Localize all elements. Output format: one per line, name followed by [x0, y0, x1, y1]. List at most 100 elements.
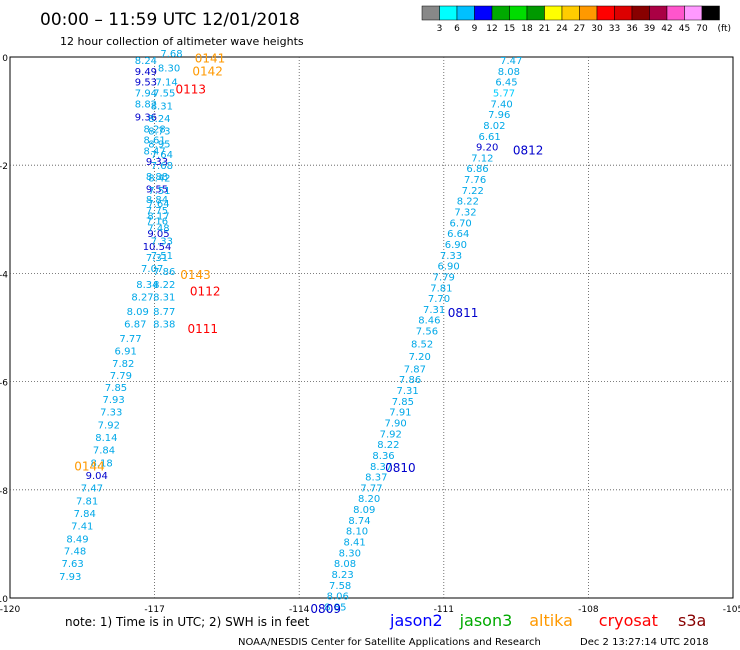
- pass-time-label: 0113: [175, 82, 206, 96]
- mission-label: s3a: [678, 611, 706, 630]
- wave-height-value: 7.22: [462, 186, 484, 197]
- wave-height-value: 7.16: [146, 217, 168, 228]
- pass-time-label: 0144: [74, 460, 105, 474]
- wave-height-value: 8.20: [358, 494, 380, 505]
- wave-height-value: 8.36: [372, 451, 394, 462]
- wave-height-value: 8.61: [143, 136, 165, 147]
- wave-height-value: 8.49: [66, 534, 88, 545]
- wave-height-value: 7.12: [471, 153, 493, 164]
- x-tick-label: -120: [0, 605, 20, 615]
- wave-height-value: 9.36: [135, 112, 157, 123]
- wave-height-value: 8.73: [148, 126, 170, 137]
- legend-swatch: [684, 5, 703, 21]
- wave-height-value: 8.37: [365, 473, 387, 484]
- wave-height-value: 8.38: [153, 320, 175, 331]
- wave-height-value: 7.55: [153, 88, 175, 99]
- legend-label: 39: [644, 24, 656, 34]
- legend-label: 70: [696, 24, 708, 34]
- wave-height-value: 8.95: [148, 139, 170, 150]
- legend-swatch: [439, 5, 458, 21]
- x-tick-label: -105: [723, 605, 740, 615]
- wave-height-value: 7.94: [135, 88, 157, 99]
- mission-label: altika: [529, 611, 573, 630]
- pass-time-label: 0810: [385, 461, 416, 475]
- wave-height-value: 8.52: [411, 340, 433, 351]
- footer-note: note: 1) Time is in UTC; 2) SWH is in fe…: [65, 615, 310, 629]
- wave-height-value: 7.47: [81, 483, 103, 494]
- wave-height-value: 8.24: [135, 56, 157, 67]
- map-subtitle: 12 hour collection of altimeter wave hei…: [60, 35, 304, 48]
- wave-height-value: 9.20: [476, 143, 498, 154]
- mission-label: jason3: [459, 611, 513, 630]
- wave-height-value: 6.86: [466, 164, 488, 175]
- wave-height-value: 9.55: [146, 184, 168, 195]
- wave-height-value: 8.77: [153, 307, 175, 318]
- y-tick-label: -6: [0, 379, 8, 389]
- wave-height-value: 8.37: [370, 462, 392, 473]
- mission-label: cryosat: [599, 611, 658, 630]
- wave-height-value: 6.70: [450, 218, 472, 229]
- map-title: 00:00 – 11:59 UTC 12/01/2018: [40, 10, 300, 30]
- y-tick-label: -4: [0, 270, 8, 280]
- wave-height-value: 7.51: [148, 186, 170, 197]
- wave-height-value: 8.22: [153, 280, 175, 291]
- legend-swatch: [614, 5, 633, 21]
- mission-legend: jason2 jason3 altika cryosat s3a: [389, 611, 706, 630]
- wave-height-value: 7.92: [98, 421, 120, 432]
- wave-height-value: 7.92: [380, 429, 402, 440]
- wave-height-value: 8.31: [151, 101, 173, 112]
- wave-height-value: 7.82: [112, 359, 134, 370]
- pass-time-label: 0143: [180, 268, 211, 282]
- legend-swatch: [649, 5, 668, 21]
- legend-label: 30: [591, 24, 603, 34]
- wave-height-value: 7.31: [423, 305, 445, 316]
- wave-height-value: 7.32: [454, 208, 476, 219]
- wave-height-value: 9.04: [86, 471, 108, 482]
- wave-height-value: 8.31: [153, 292, 175, 303]
- pass-time-label: 0811: [448, 306, 479, 320]
- wave-height-value: 8.41: [343, 538, 365, 549]
- wave-height-value: 8.10: [346, 527, 368, 538]
- wave-height-value: 8.22: [377, 440, 399, 451]
- legend-label: 36: [626, 24, 638, 34]
- wave-height-value: 7.96: [488, 110, 510, 121]
- x-tick-label: -117: [144, 605, 164, 615]
- wave-height-value: 7.48: [147, 224, 169, 235]
- wave-height-value: 7.81: [76, 496, 98, 507]
- legend-swatch: [596, 5, 615, 21]
- wave-height-value: 6.90: [437, 262, 459, 273]
- wave-height-value: 8.17: [147, 211, 169, 222]
- wave-height-value: 7.33: [440, 251, 462, 262]
- wave-height-value: 6.45: [495, 78, 517, 89]
- wave-height-value: 8.09: [127, 307, 149, 318]
- wave-height-value: 7.93: [59, 572, 81, 583]
- wave-height-value: 7.81: [430, 283, 452, 294]
- wave-height-value: 7.33: [100, 408, 122, 419]
- legend-swatch: [666, 5, 685, 21]
- wave-height-value: 8.18: [90, 459, 112, 470]
- legend-swatch: [631, 5, 650, 21]
- y-tick-label: -10: [0, 595, 8, 605]
- legend-swatch: [579, 5, 598, 21]
- mission-label: jason2: [389, 611, 443, 630]
- wave-height-value: 7.14: [156, 78, 178, 89]
- wave-height-value: 7.31: [397, 386, 419, 397]
- wave-height-value: 8.47: [143, 146, 165, 157]
- legend-swatch: [509, 5, 528, 21]
- legend-label: 27: [574, 24, 585, 34]
- wave-height-value: 5.77: [493, 88, 515, 99]
- wave-height-value: 8.23: [331, 570, 353, 581]
- wave-height-value: 8.08: [498, 67, 520, 78]
- y-tick-label: -2: [0, 162, 8, 172]
- wave-height-value: 9.49: [135, 67, 157, 78]
- wave-height-value: 7.63: [62, 559, 84, 570]
- legend-swatch: [421, 5, 440, 21]
- axis-ticks: -120 -117 -114 -111 -108 -105 0 -2 -4 -6 -8 -10: [0, 54, 740, 615]
- wave-height-value: 7.77: [360, 483, 382, 494]
- wave-height-value: 8.28: [143, 125, 165, 136]
- wave-height-value: 7.58: [329, 581, 351, 592]
- y-tick-label: -8: [0, 487, 8, 497]
- wave-height-value: 7.85: [105, 383, 127, 394]
- wave-height-value: 8.02: [483, 121, 505, 132]
